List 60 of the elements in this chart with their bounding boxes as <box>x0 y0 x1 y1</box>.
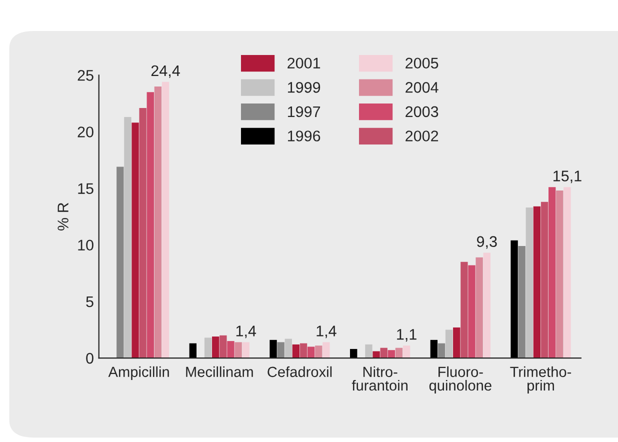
bar <box>315 346 322 358</box>
bar <box>270 340 277 358</box>
y-tick-label: 5 <box>86 296 94 308</box>
bar <box>322 342 330 358</box>
y-tick-label: 20 <box>78 126 94 138</box>
bar <box>234 342 242 358</box>
legend-label: 2001 <box>288 58 320 69</box>
x-tick-label: Mecillinam <box>186 366 253 378</box>
bar <box>526 208 533 358</box>
bar <box>116 166 124 358</box>
bar <box>402 346 410 358</box>
bar <box>438 343 446 358</box>
data-label: 9,3 <box>476 236 497 249</box>
bar <box>242 342 250 358</box>
y-tick-label: 15 <box>78 183 94 194</box>
bar <box>372 351 380 358</box>
bar <box>476 257 483 358</box>
bar <box>453 327 460 358</box>
bar <box>350 348 358 358</box>
data-label: 1,1 <box>397 329 416 342</box>
bar <box>365 344 372 358</box>
legend-label: 2005 <box>406 58 438 69</box>
bar <box>132 122 139 358</box>
bar <box>292 344 300 358</box>
bar <box>204 338 212 358</box>
legend-label: 1999 <box>288 82 320 93</box>
bar <box>212 336 220 358</box>
bar <box>564 187 571 358</box>
data-label: 1,4 <box>236 326 256 338</box>
bar <box>445 330 453 358</box>
bar <box>162 82 170 358</box>
x-tick-label: Cefadroxil <box>268 366 332 378</box>
y-tick-label: 10 <box>78 240 94 251</box>
bar <box>284 338 292 358</box>
bar <box>518 246 526 358</box>
data-label: 15,1 <box>554 170 582 184</box>
bar <box>430 340 438 358</box>
legend-label: 1997 <box>288 106 320 118</box>
data-label: 24,4 <box>151 65 180 78</box>
data-label: 1,4 <box>316 326 336 338</box>
bar <box>124 117 132 358</box>
x-tick-label: Trimetho- prim <box>510 366 572 394</box>
bar <box>277 342 284 358</box>
bar <box>483 252 490 358</box>
bar <box>395 348 403 358</box>
bar <box>154 86 162 358</box>
y-tick-label: 25 <box>78 70 94 81</box>
bar <box>510 240 518 358</box>
legend-label: 2003 <box>406 106 438 118</box>
bar <box>556 190 564 358</box>
bar <box>533 206 541 358</box>
bar <box>189 343 197 358</box>
x-tick-label: Ampicillin <box>108 366 169 380</box>
y-axis-title: % R <box>58 202 68 230</box>
legend-label: 2004 <box>406 82 438 93</box>
legend-label: 1996 <box>288 130 320 142</box>
legend-label: 2002 <box>406 130 438 142</box>
y-tick-label: 0 <box>86 352 94 364</box>
x-tick-label: Fluoro- quinolone <box>429 366 492 394</box>
x-tick-label: Nitro- furantoin <box>352 366 408 391</box>
